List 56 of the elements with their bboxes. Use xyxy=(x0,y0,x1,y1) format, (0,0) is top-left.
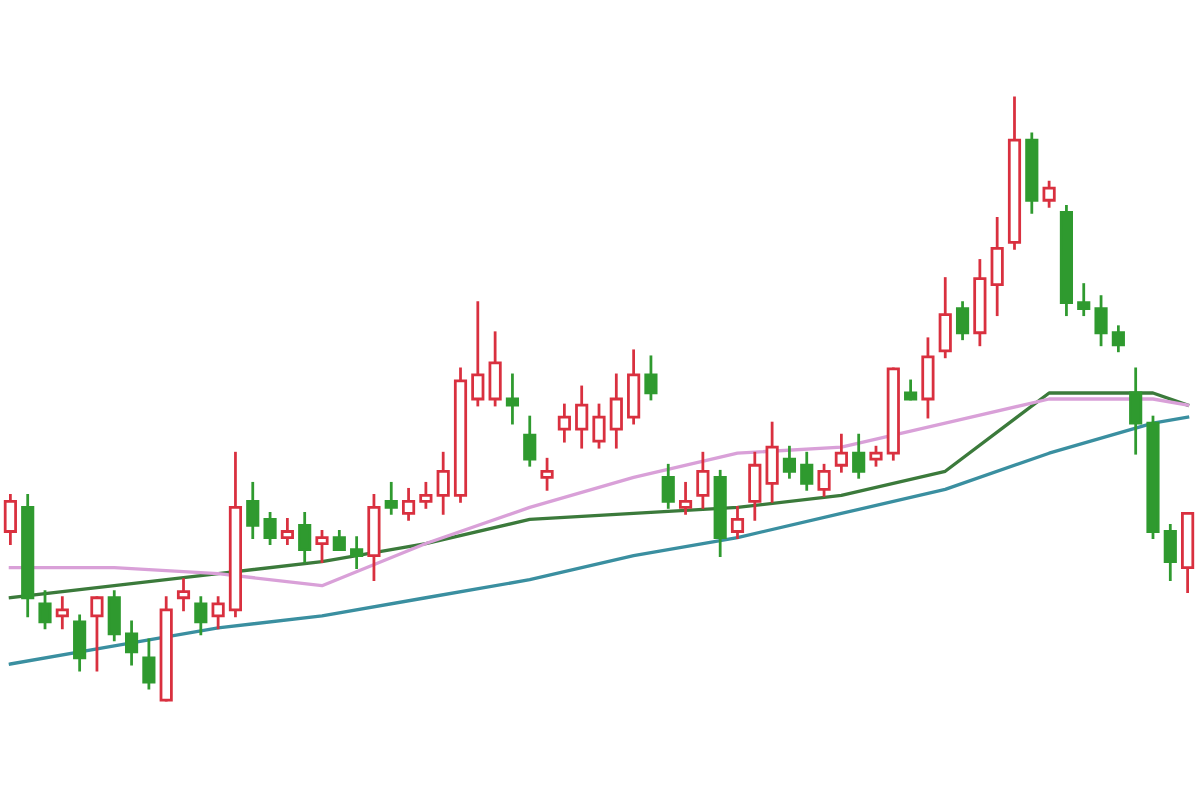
candlestick xyxy=(1094,295,1108,347)
candlestick xyxy=(869,445,883,467)
candlestick xyxy=(1163,524,1177,582)
candlestick xyxy=(55,596,69,630)
candlestick xyxy=(505,373,520,425)
candlestick xyxy=(955,301,970,341)
candlestick xyxy=(575,385,589,449)
candlestick xyxy=(263,512,277,545)
candlestick xyxy=(401,487,416,521)
candlestick xyxy=(938,277,952,359)
candlestick xyxy=(800,451,814,491)
candlestick xyxy=(384,481,398,515)
candlestick xyxy=(3,493,17,545)
candlestick xyxy=(90,596,104,672)
candlestick xyxy=(142,638,156,690)
candlestick xyxy=(557,403,571,443)
candlestick xyxy=(730,506,745,539)
candlestick xyxy=(661,463,675,509)
candlestick xyxy=(488,331,502,407)
candlestick xyxy=(246,481,260,539)
candlestick xyxy=(782,445,797,479)
candlestick xyxy=(1111,325,1125,353)
candlestick xyxy=(124,620,139,666)
candlestick xyxy=(921,337,935,419)
candlestick xyxy=(904,379,918,401)
candlestick xyxy=(817,463,831,497)
candlestick xyxy=(748,451,762,521)
candlestick xyxy=(627,349,641,425)
candlestick xyxy=(644,355,658,401)
candlestick xyxy=(73,614,87,672)
candlestick xyxy=(1129,367,1143,455)
candlestick xyxy=(315,530,329,563)
candlestick xyxy=(194,596,208,636)
candlestick xyxy=(1077,283,1091,317)
candlestick xyxy=(696,451,710,509)
candlestick xyxy=(592,403,606,449)
candlestick xyxy=(298,512,312,563)
candlestick xyxy=(419,481,433,509)
candlestick xyxy=(852,433,866,479)
candlestick xyxy=(176,578,191,612)
candlestick xyxy=(678,481,693,515)
candlestick xyxy=(523,415,537,467)
candlestick xyxy=(332,530,346,551)
candlestick xyxy=(990,216,1004,317)
candlestick xyxy=(471,301,485,407)
candlestick xyxy=(765,421,779,503)
candlestick xyxy=(211,596,225,630)
candlestick xyxy=(540,457,554,491)
candlestick xyxy=(38,590,52,630)
candlestick xyxy=(280,518,294,545)
candlestick xyxy=(350,536,364,570)
candlestick xyxy=(834,433,848,473)
candlestick xyxy=(1042,180,1056,208)
candlestick xyxy=(436,451,450,515)
candlestick xyxy=(107,590,121,642)
candlestick xyxy=(609,373,623,449)
